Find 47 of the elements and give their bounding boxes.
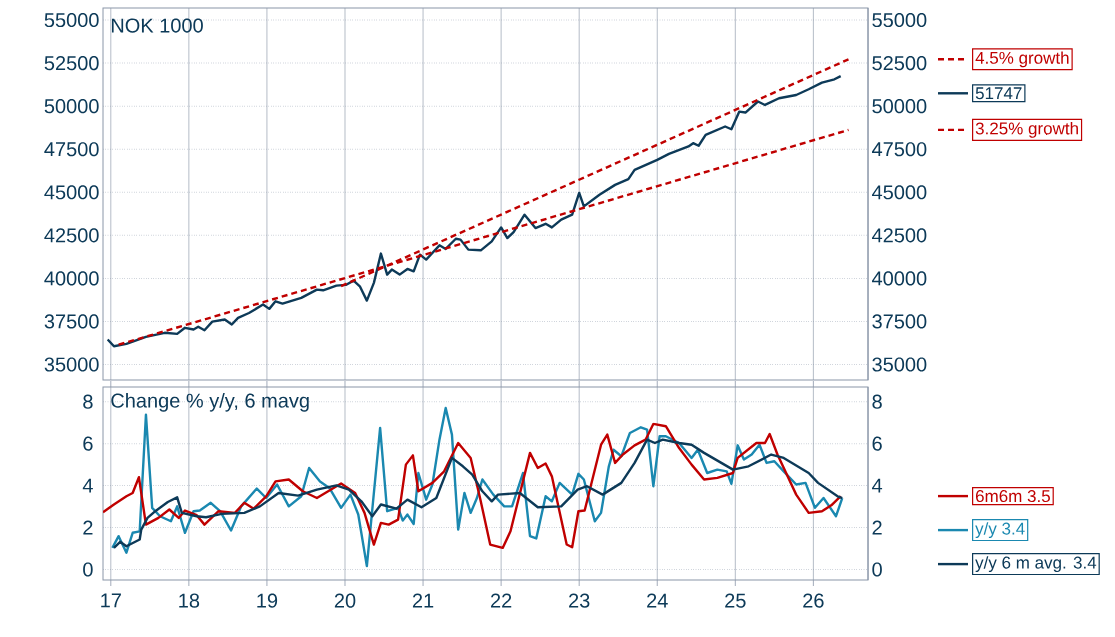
y-tick-label: 8 [83, 394, 93, 409]
x-tick-label: 21 [412, 593, 434, 608]
y-tick-label: 35000 [44, 357, 99, 372]
x-tick-label: 20 [334, 593, 356, 608]
y-tick-label: 47500 [44, 142, 99, 157]
x-tick-label: 22 [491, 593, 512, 608]
y-tick-label: 40000 [44, 271, 99, 286]
line-series [106, 74, 842, 348]
x-tick-label: 25 [725, 593, 746, 608]
x-tick-label: 17 [101, 593, 121, 608]
legend-label: y/y 6 m avg. 3.4 [975, 556, 1097, 573]
legend-label: 4.5% growth [975, 51, 1069, 68]
y-tick-label: 2 [83, 520, 93, 535]
y2-tick-label: 6 [872, 436, 882, 451]
legend-label: 3.25% growth [975, 121, 1078, 138]
y-tick-label: 45000 [44, 185, 99, 200]
y-tick-label: 42500 [44, 228, 99, 243]
x-tick-label: 24 [647, 593, 668, 608]
x-tick-label: 19 [257, 593, 278, 608]
y2-tick-label: 45000 [872, 185, 927, 200]
y2-tick-label: 50000 [872, 99, 927, 114]
y2-tick-label: 37500 [872, 314, 927, 329]
y2-tick-label: 42500 [872, 228, 927, 243]
y-tick-label: 6 [83, 436, 93, 451]
y-tick-label: 4 [82, 478, 93, 493]
y2-tick-label: 40000 [872, 271, 927, 286]
y-tick-label: 37500 [44, 314, 99, 329]
y2-tick-label: 35000 [872, 357, 927, 372]
y-tick-label: 0 [83, 562, 93, 577]
legend-label: 51747 [975, 87, 1022, 100]
y2-tick-label: 2 [872, 520, 882, 535]
y-tick-label: 50000 [44, 99, 99, 114]
x-tick-label: 26 [803, 593, 824, 608]
y-tick-label: 55000 [44, 12, 99, 28]
y2-tick-label: 47500 [872, 142, 927, 157]
legend-label: 6m6m 3.5 [975, 490, 1050, 503]
legend-label: y/y 3.4 [975, 522, 1025, 539]
y2-tick-label: 52500 [872, 56, 927, 71]
y2-tick-label: 8 [872, 394, 882, 409]
y2-tick-label: 0 [872, 562, 882, 577]
x-tick-label: 23 [569, 593, 590, 608]
y-tick-label: 52500 [44, 56, 99, 71]
x-tick-label: 18 [179, 593, 200, 608]
y2-tick-label: 55000 [872, 12, 927, 28]
chart-title: NOK 1000 [111, 18, 203, 33]
chart-title: Change % y/y, 6 mavg [111, 393, 309, 412]
y2-tick-label: 4 [872, 478, 883, 493]
